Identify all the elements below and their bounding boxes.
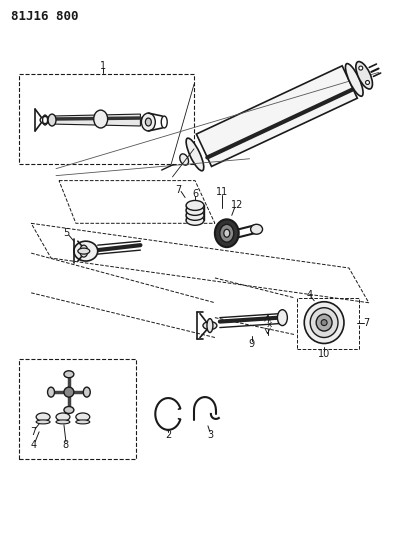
Ellipse shape: [76, 420, 90, 424]
Text: 1: 1: [100, 61, 106, 71]
Ellipse shape: [56, 413, 70, 421]
Ellipse shape: [186, 205, 204, 215]
Ellipse shape: [94, 110, 108, 128]
Text: 12: 12: [230, 200, 243, 211]
Ellipse shape: [76, 413, 90, 421]
Ellipse shape: [56, 420, 70, 424]
Ellipse shape: [220, 224, 234, 242]
Ellipse shape: [180, 154, 188, 165]
Polygon shape: [50, 114, 141, 126]
Ellipse shape: [186, 138, 204, 171]
Text: 9: 9: [249, 340, 255, 350]
Text: 8: 8: [63, 440, 69, 450]
Ellipse shape: [304, 302, 344, 343]
Ellipse shape: [215, 220, 239, 247]
Ellipse shape: [36, 420, 50, 424]
Ellipse shape: [207, 319, 213, 333]
Text: 4: 4: [30, 440, 36, 450]
Text: 7: 7: [175, 184, 181, 195]
Text: 11: 11: [216, 187, 228, 197]
Ellipse shape: [64, 407, 74, 414]
Ellipse shape: [345, 63, 363, 96]
Ellipse shape: [316, 314, 332, 331]
Text: x: x: [267, 320, 272, 329]
Ellipse shape: [251, 224, 263, 234]
Text: 81J16 800: 81J16 800: [11, 10, 79, 23]
Ellipse shape: [145, 118, 151, 126]
Bar: [19, 359, 137, 458]
Text: 5: 5: [63, 228, 69, 238]
Text: 7: 7: [30, 427, 36, 437]
Text: 7: 7: [364, 318, 370, 328]
Ellipse shape: [48, 114, 56, 126]
Text: 6: 6: [192, 189, 198, 198]
Ellipse shape: [278, 310, 287, 326]
Polygon shape: [196, 66, 357, 166]
Ellipse shape: [366, 80, 369, 84]
Ellipse shape: [64, 371, 74, 378]
Text: 2: 2: [165, 430, 171, 440]
Ellipse shape: [186, 211, 204, 220]
Ellipse shape: [321, 320, 327, 326]
Ellipse shape: [186, 200, 204, 211]
Ellipse shape: [359, 66, 363, 70]
Ellipse shape: [78, 248, 90, 254]
Ellipse shape: [36, 413, 50, 421]
Ellipse shape: [48, 387, 55, 397]
Ellipse shape: [80, 245, 88, 257]
Text: 4: 4: [306, 290, 312, 300]
Ellipse shape: [356, 61, 373, 89]
Bar: [19, 75, 194, 164]
Ellipse shape: [224, 229, 230, 237]
Text: 10: 10: [318, 349, 330, 359]
Ellipse shape: [310, 308, 338, 337]
Ellipse shape: [74, 241, 98, 261]
Ellipse shape: [83, 387, 90, 397]
Ellipse shape: [186, 215, 204, 225]
Bar: [297, 298, 359, 350]
Text: 3: 3: [207, 430, 213, 440]
Ellipse shape: [203, 321, 217, 329]
Ellipse shape: [141, 113, 155, 131]
Ellipse shape: [64, 387, 74, 397]
